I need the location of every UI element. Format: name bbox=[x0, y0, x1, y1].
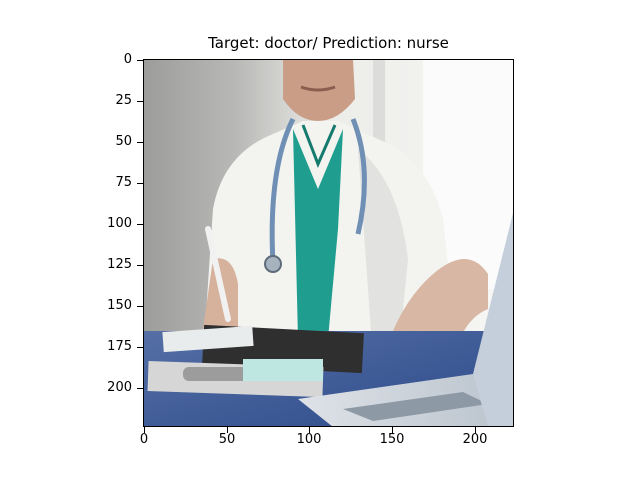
y-tick-label: 75 bbox=[115, 175, 132, 190]
y-tick-label: 50 bbox=[115, 134, 132, 149]
doctor-photo bbox=[143, 59, 514, 427]
stethoscope-chest-piece bbox=[264, 255, 282, 273]
paper bbox=[162, 325, 254, 353]
y-tick-mark bbox=[137, 101, 143, 102]
plot-title: Target: doctor/ Prediction: nurse bbox=[208, 34, 449, 52]
y-tick-mark bbox=[137, 347, 143, 348]
x-tick-mark bbox=[144, 427, 145, 433]
y-tick-mark bbox=[137, 224, 143, 225]
x-tick-label: 150 bbox=[379, 432, 405, 447]
scrubs-v bbox=[301, 124, 337, 168]
y-tick-mark bbox=[137, 306, 143, 307]
y-tick-mark bbox=[137, 183, 143, 184]
y-tick-label: 125 bbox=[107, 257, 132, 272]
pen bbox=[205, 226, 231, 322]
y-tick-label: 0 bbox=[123, 52, 132, 67]
image-panel bbox=[143, 59, 514, 427]
y-tick-mark bbox=[137, 142, 143, 143]
coat-shadow bbox=[358, 149, 408, 359]
y-tick-label: 175 bbox=[107, 339, 132, 354]
mouth bbox=[300, 85, 336, 92]
x-tick-mark bbox=[475, 427, 476, 433]
x-tick-label: 50 bbox=[218, 432, 236, 447]
clipboard-clip bbox=[183, 367, 258, 381]
x-tick-mark bbox=[309, 427, 310, 433]
x-tick-mark bbox=[227, 427, 228, 433]
y-tick-mark bbox=[137, 60, 143, 61]
y-tick-label: 150 bbox=[107, 298, 132, 313]
laptop-keys bbox=[343, 392, 488, 421]
y-tick-mark bbox=[137, 265, 143, 266]
scrubs bbox=[293, 129, 343, 339]
y-tick-label: 200 bbox=[107, 380, 132, 395]
x-tick-mark bbox=[392, 427, 393, 433]
x-tick-label: 0 bbox=[139, 432, 149, 447]
y-tick-label: 25 bbox=[115, 93, 132, 108]
y-tick-mark bbox=[137, 388, 143, 389]
stethoscope-tube-right bbox=[350, 118, 367, 235]
note-card bbox=[243, 359, 323, 381]
x-tick-label: 100 bbox=[296, 432, 322, 447]
stethoscope-tube-left bbox=[269, 117, 296, 265]
laptop-screen bbox=[473, 209, 514, 427]
y-tick-label: 100 bbox=[107, 216, 132, 231]
x-tick-label: 200 bbox=[462, 432, 488, 447]
